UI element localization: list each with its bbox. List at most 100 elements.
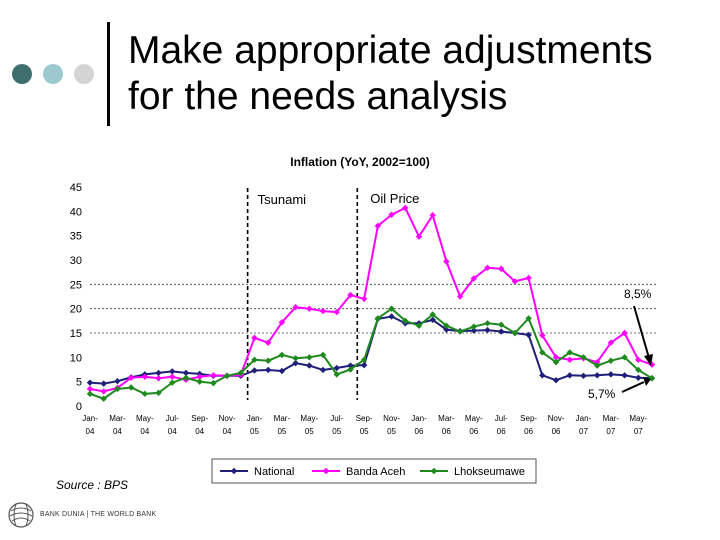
data-point-lhokseumawe [388, 305, 395, 312]
data-point-lhokseumawe [127, 384, 135, 391]
data-point-banda-aceh [278, 319, 286, 326]
data-point-banda-aceh [141, 373, 149, 380]
data-point-banda-aceh [607, 339, 615, 346]
x-tick-label: May- [300, 414, 318, 423]
data-point-national [86, 379, 94, 386]
data-point-national [539, 372, 546, 379]
x-tick-label: Jul- [166, 414, 179, 423]
data-point-lhokseumawe [292, 355, 299, 362]
y-tick-label: 5 [76, 377, 82, 389]
data-point-banda-aceh [292, 304, 299, 311]
x-tick-label: 07 [634, 427, 643, 436]
data-point-national [593, 372, 601, 379]
x-tick-label: 06 [497, 427, 506, 436]
x-tick-label: Nov- [383, 414, 400, 423]
x-tick-label: Jan- [576, 414, 592, 423]
y-tick-label: 10 [70, 352, 82, 364]
y-tick-label: 25 [70, 279, 82, 291]
data-point-national [525, 331, 532, 339]
data-point-lhokseumawe [196, 378, 203, 385]
title-line-2: for the needs analysis [128, 75, 508, 118]
data-point-banda-aceh [635, 356, 642, 363]
source-note: Source : BPS [56, 478, 129, 492]
data-point-lhokseumawe [155, 389, 162, 397]
high-arrow-head [644, 354, 653, 366]
data-point-lhokseumawe [141, 390, 149, 398]
data-point-national [100, 380, 107, 387]
title-line-1: Make appropriate adjustments [128, 29, 653, 72]
data-point-lhokseumawe [552, 359, 560, 366]
x-tick-label: 05 [250, 427, 259, 436]
legend-marker-lhokseumawe [430, 467, 438, 475]
data-point-banda-aceh [210, 372, 217, 379]
legend-label-banda-aceh: Banda Aceh [346, 466, 405, 478]
data-point-national [292, 359, 299, 367]
data-point-banda-aceh [319, 307, 327, 315]
data-point-lhokseumawe [223, 372, 231, 380]
x-tick-label: Sep- [356, 414, 373, 423]
title-divider [107, 22, 110, 126]
data-point-lhokseumawe [511, 329, 519, 337]
x-tick-label: Nov- [219, 414, 236, 423]
data-point-national [635, 374, 642, 381]
data-point-lhokseumawe [415, 322, 423, 329]
y-tick-label: 40 [70, 206, 82, 218]
legend-marker-banda-aceh [322, 467, 330, 475]
series-line-banda-aceh [89, 206, 653, 393]
x-tick-label: 04 [113, 427, 122, 436]
x-tick-label: Nov- [548, 414, 565, 423]
legend-label-lhokseumawe: Lhokseumawe [454, 466, 525, 478]
data-point-banda-aceh [443, 258, 450, 265]
data-point-national [443, 326, 450, 333]
data-point-national [264, 366, 272, 374]
chart-title: Inflation (YoY, 2002=100) [290, 155, 430, 169]
data-point-banda-aceh [429, 212, 436, 219]
data-point-banda-aceh [552, 354, 560, 361]
x-tick-label: 05 [360, 427, 369, 436]
data-point-lhokseumawe [251, 356, 258, 363]
data-point-banda-aceh [402, 204, 409, 212]
data-point-banda-aceh [86, 385, 94, 393]
data-point-lhokseumawe [566, 349, 573, 356]
x-tick-label: 06 [415, 427, 424, 436]
x-tick-label: 06 [524, 427, 533, 436]
x-tick-label: 05 [277, 427, 286, 436]
data-point-banda-aceh [566, 356, 573, 363]
x-tick-label: Mar- [274, 414, 291, 423]
data-point-lhokseumawe [374, 315, 382, 322]
slide-title: Make appropriate adjustments for the nee… [128, 28, 713, 120]
data-point-banda-aceh [539, 332, 546, 339]
data-point-lhokseumawe [525, 315, 532, 322]
data-point-lhokseumawe [539, 349, 546, 356]
data-point-banda-aceh [306, 305, 313, 312]
x-tick-label: Jul- [495, 414, 508, 423]
data-point-banda-aceh [264, 339, 272, 346]
world-bank-logo: BANK DUNIA | THE WORLD BANK [6, 500, 206, 532]
x-tick-label: Sep- [520, 414, 537, 423]
data-point-banda-aceh [593, 359, 601, 366]
oil-price-label: Oil Price [370, 191, 419, 206]
logo-text: BANK DUNIA | THE WORLD BANK [40, 511, 157, 518]
low-arrow-head [643, 377, 651, 386]
legend-marker-national [230, 467, 238, 475]
data-point-lhokseumawe [114, 385, 121, 393]
high-arrow-line [633, 305, 650, 359]
decorative-dots [12, 64, 96, 84]
data-point-lhokseumawe [635, 366, 642, 374]
data-point-lhokseumawe [169, 379, 176, 386]
dot-2 [43, 64, 63, 84]
data-point-banda-aceh [484, 264, 491, 271]
x-tick-label: 05 [332, 427, 341, 436]
x-tick-label: Mar- [109, 414, 126, 423]
y-tick-label: 45 [70, 182, 82, 194]
data-point-national [155, 369, 162, 377]
data-point-national [552, 377, 560, 384]
data-point-national [278, 367, 286, 375]
data-point-lhokseumawe [360, 356, 368, 363]
data-point-lhokseumawe [484, 320, 491, 327]
series-line-national [89, 315, 653, 385]
data-point-national [566, 372, 573, 379]
data-point-banda-aceh [169, 373, 176, 380]
y-tick-label: 0 [76, 401, 82, 413]
data-point-banda-aceh [333, 308, 340, 316]
